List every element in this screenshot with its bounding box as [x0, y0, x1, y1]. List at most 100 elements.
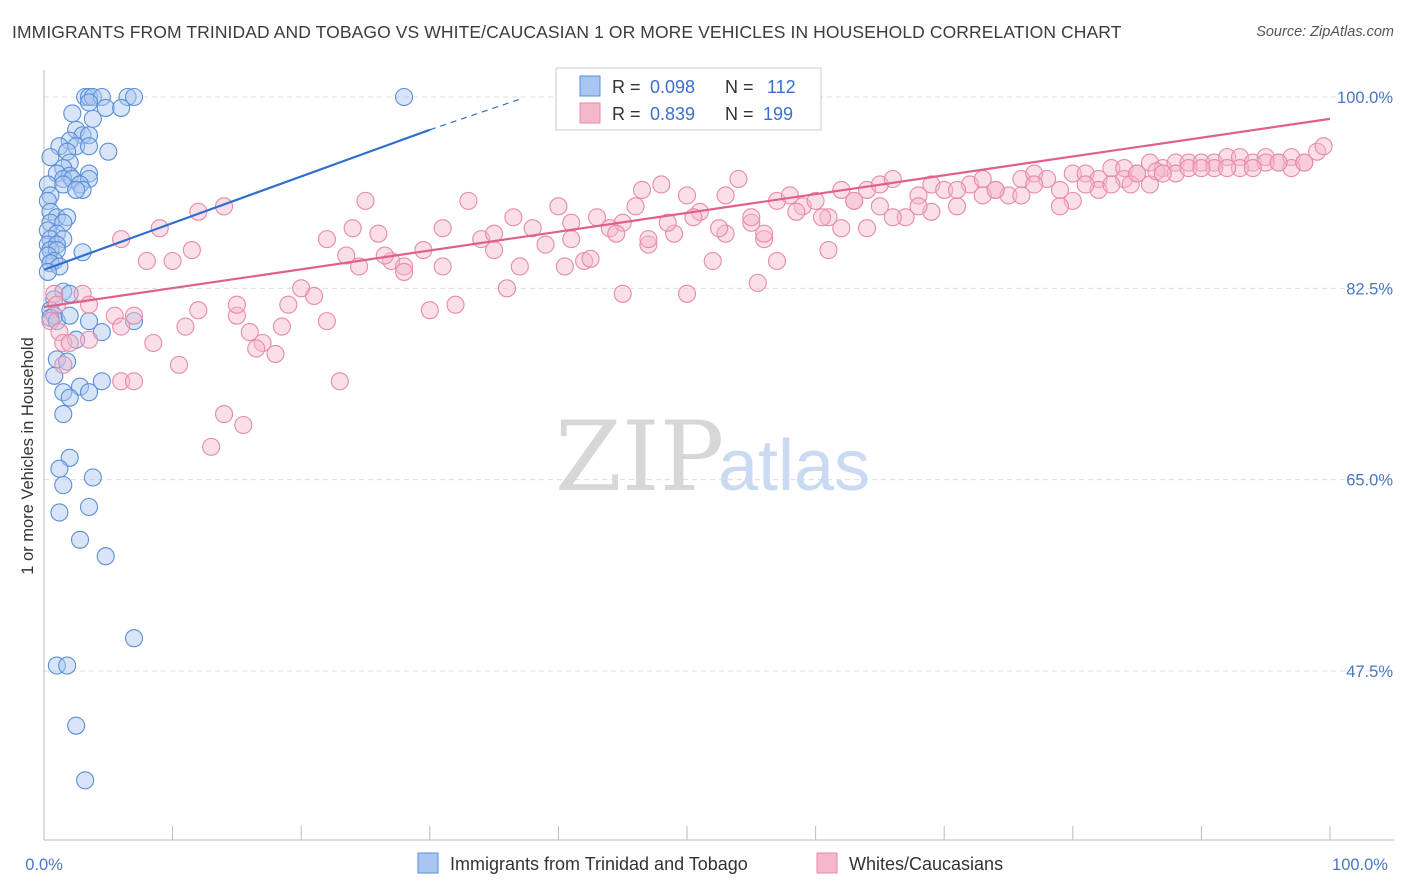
data-point-white — [819, 208, 838, 227]
data-point-trinidad — [63, 104, 82, 123]
data-point-trinidad — [124, 87, 144, 107]
data-point-white — [1140, 175, 1160, 194]
data-point-trinidad — [79, 137, 99, 156]
data-point-white — [1025, 175, 1044, 194]
data-point-trinidad — [73, 180, 92, 199]
legend-n-label-2: N = — [725, 104, 754, 124]
y-tick-label: 82.5% — [1346, 280, 1393, 298]
chart-title: IMMIGRANTS FROM TRINIDAD AND TOBAGO VS W… — [12, 22, 1122, 42]
data-point-white — [369, 224, 388, 243]
data-point-white — [787, 202, 806, 221]
data-point-white — [1243, 159, 1262, 178]
legend-item-swatch-blue — [417, 852, 439, 874]
data-point-white — [742, 213, 761, 232]
data-point-trinidad — [99, 142, 118, 161]
data-point-white — [632, 180, 652, 199]
series-legend: Immigrants from Trinidad and Tobago Whit… — [417, 852, 1003, 874]
data-point-trinidad — [60, 306, 79, 325]
data-point-white — [189, 301, 208, 320]
data-point-white — [105, 306, 124, 325]
data-point-white — [742, 208, 761, 227]
legend-swatch-blue — [579, 75, 601, 97]
data-point-trinidad — [92, 372, 111, 391]
data-point-white — [948, 180, 967, 199]
data-point-white — [1218, 159, 1237, 178]
data-point-trinidad — [395, 87, 414, 107]
data-point-white — [227, 306, 246, 325]
data-point-trinidad — [50, 503, 69, 522]
data-point-trinidad — [38, 175, 57, 194]
data-point-white — [1218, 148, 1237, 167]
data-point-white — [677, 186, 697, 205]
data-point-white — [214, 405, 234, 424]
data-point-white — [202, 437, 221, 456]
trend-line-white — [43, 117, 1331, 309]
data-point-white — [948, 197, 967, 216]
data-point-trinidad — [67, 180, 86, 199]
data-point-white — [279, 295, 298, 314]
data-point-white — [247, 339, 266, 358]
legend-n-label-1: N = — [725, 77, 754, 97]
data-point-trinidad — [96, 547, 115, 566]
data-point-white — [433, 257, 452, 276]
data-point-white — [137, 251, 156, 271]
data-point-white — [819, 241, 838, 260]
data-point-white — [459, 191, 478, 210]
data-point-white — [497, 279, 517, 298]
legend-n-value-2: 199 — [763, 104, 793, 124]
data-point-white — [652, 175, 671, 194]
data-point-white — [748, 273, 767, 292]
y-axis-label: 1 or more Vehicles in Household — [19, 337, 37, 575]
data-point-white — [562, 230, 581, 249]
data-point-white — [896, 208, 915, 227]
data-point-white — [562, 213, 581, 232]
data-point-trinidad — [79, 87, 99, 107]
data-point-white — [510, 257, 529, 276]
data-point-trinidad — [67, 716, 86, 735]
data-point-white — [112, 317, 131, 336]
data-point-trinidad — [83, 109, 102, 128]
data-point-trinidad — [58, 656, 77, 675]
data-point-trinidad — [96, 98, 115, 117]
data-point-white — [182, 241, 201, 260]
data-point-trinidad — [79, 126, 99, 145]
data-point-white — [356, 191, 375, 210]
data-point-white — [1269, 153, 1288, 172]
data-point-trinidad — [47, 656, 66, 675]
data-point-white — [729, 169, 748, 189]
grid-lines — [44, 96, 1390, 672]
data-point-white — [1102, 159, 1121, 178]
data-point-white — [485, 241, 504, 260]
data-point-white — [755, 230, 774, 249]
data-point-white — [395, 257, 414, 276]
trend-line-trinidad-extension — [429, 98, 521, 131]
data-point-white — [909, 197, 928, 216]
axes — [43, 70, 1394, 841]
data-point-white — [607, 224, 626, 243]
x-tick-label: 100.0% — [1332, 856, 1388, 874]
legend-item-swatch-pink — [816, 852, 838, 874]
data-point-white — [536, 235, 555, 254]
data-point-white — [176, 317, 195, 336]
data-point-white — [317, 230, 336, 249]
data-point-white — [658, 213, 677, 232]
data-point-white — [909, 186, 928, 205]
data-point-white — [710, 219, 729, 238]
data-point-trinidad — [38, 191, 57, 210]
data-point-trinidad — [67, 137, 86, 156]
data-point-trinidad — [83, 468, 102, 487]
x-tick-labels: 0.0% 100.0% — [25, 856, 1388, 874]
data-point-white — [1314, 137, 1333, 156]
data-point-white — [234, 415, 253, 435]
legend-r-value-2: 0.839 — [650, 104, 695, 124]
data-point-white — [549, 197, 568, 216]
data-point-white — [639, 230, 658, 249]
data-point-white — [240, 323, 259, 342]
legend-item-label-pink: Whites/Caucasians — [849, 854, 1003, 874]
data-point-trinidad — [76, 771, 95, 790]
data-point-white — [266, 344, 285, 363]
data-point-white — [780, 186, 799, 205]
data-point-white — [665, 224, 684, 243]
data-point-white — [60, 333, 79, 353]
data-point-trinidad — [79, 93, 99, 112]
